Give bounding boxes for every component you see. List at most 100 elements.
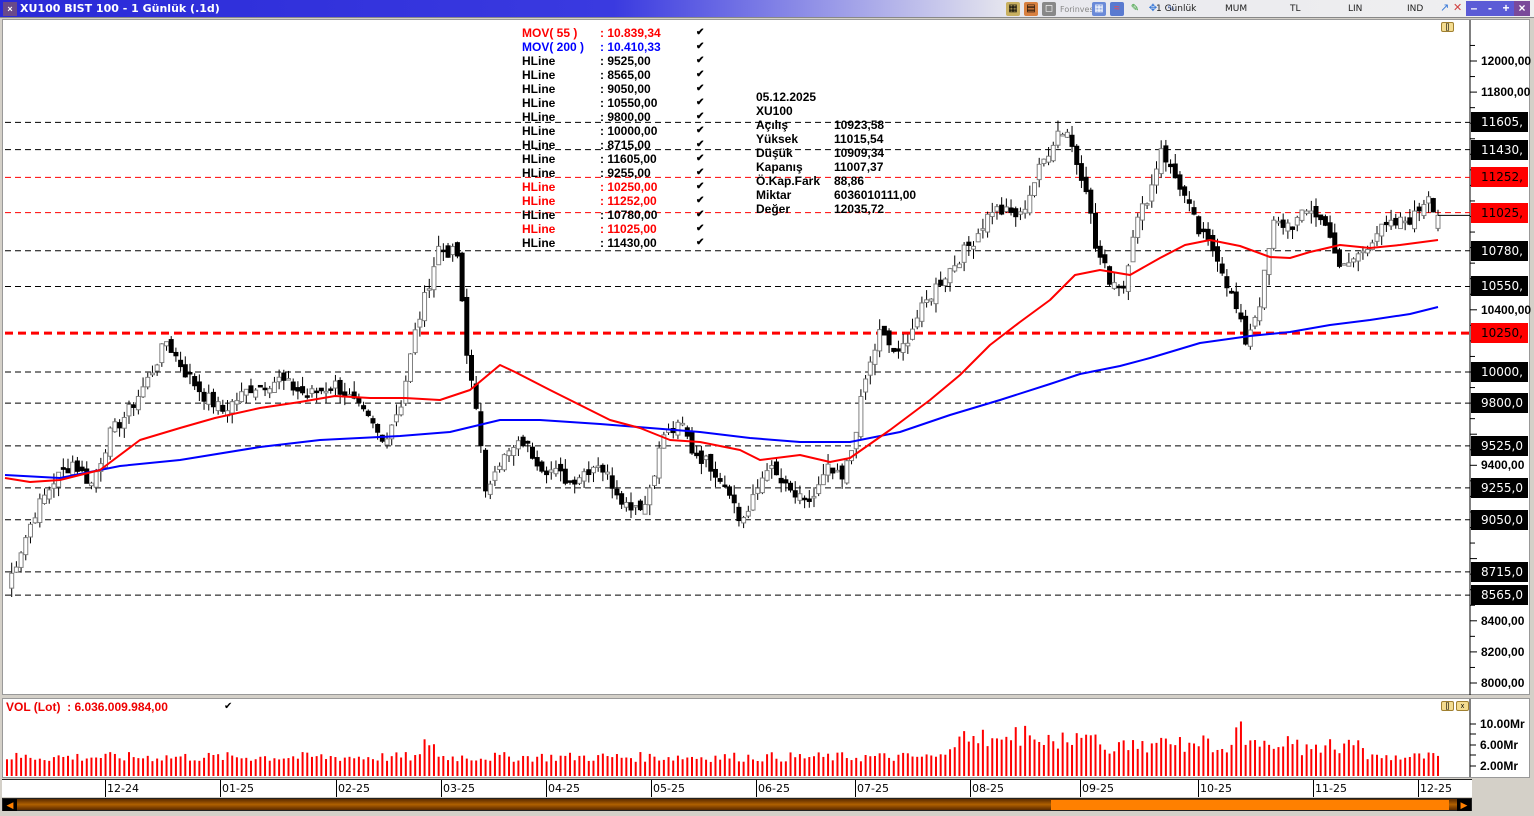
check-icon[interactable]: ✔: [696, 69, 705, 80]
legend-name: HLine: [522, 236, 556, 250]
info-label: Kapanış: [756, 160, 803, 174]
layout-icon[interactable]: ▦: [1006, 2, 1020, 16]
price-tick-label: 9400,00: [1481, 458, 1525, 473]
scroll-thumb[interactable]: [1051, 800, 1449, 810]
hline-price-tag: 9800,0: [1471, 393, 1528, 414]
check-icon[interactable]: ✔: [696, 181, 705, 192]
maximize-button[interactable]: +: [1498, 1, 1514, 16]
legend-value: : 10.410,33: [600, 40, 661, 54]
legend-value: : 10.839,34: [600, 26, 661, 40]
candle-info-box: 05.12.2025 XU100 Açılış 10923,58 Yüksek 110…: [756, 90, 916, 216]
legend-row: HLine: 10780,00 ✔: [522, 208, 708, 222]
date-tick-label: 12-25: [1418, 780, 1452, 797]
info-row: Yüksek 11015,54: [756, 132, 916, 146]
close-icon[interactable]: ×: [3, 2, 17, 16]
legend-name: HLine: [522, 152, 556, 166]
volume-close-button[interactable]: x: [1456, 701, 1469, 711]
check-icon[interactable]: ✔: [696, 111, 705, 122]
check-icon[interactable]: ✔: [696, 97, 705, 108]
hline-price-tag: 8565,0: [1471, 585, 1528, 606]
date-tick-label: 11-25: [1313, 780, 1347, 797]
forinvest-logo[interactable]: Forinvest: [1060, 4, 1097, 14]
close-window-button[interactable]: ×: [1514, 1, 1530, 16]
compare-chart-icon[interactable]: ≈: [1110, 2, 1124, 16]
minimize-all-button[interactable]: -: [1482, 1, 1498, 16]
date-tick-label: 04-25: [546, 780, 580, 797]
horizontal-scrollbar[interactable]: ◀ ▶: [2, 798, 1472, 811]
period-selector[interactable]: 1 Günlük: [1156, 4, 1197, 14]
date-tick-label: 07-25: [855, 780, 889, 797]
check-icon[interactable]: ✔: [696, 41, 705, 52]
panel-maximize-button[interactable]: []: [1441, 22, 1454, 32]
check-icon[interactable]: ✔: [696, 223, 705, 234]
hline-price-tag: 10550,: [1471, 276, 1528, 297]
date-axis: 12-24 01-25 02-25 03-25 04-25 05-25 06-25 07-25…: [2, 779, 1472, 797]
info-label: Değer: [756, 202, 791, 216]
info-date: 05.12.2025: [756, 90, 817, 104]
check-icon[interactable]: ✔: [696, 209, 705, 220]
legend-name: HLine: [522, 54, 556, 68]
date-tick-label: 06-25: [756, 780, 790, 797]
legend-value: : 11605,00: [600, 152, 657, 166]
currency-selector[interactable]: TL: [1290, 4, 1301, 14]
scale-selector[interactable]: LIN: [1348, 4, 1363, 14]
legend-name: HLine: [522, 138, 556, 152]
legend-value: : 10250,00: [600, 180, 658, 194]
info-label: Düşük: [756, 146, 793, 160]
legend-name: HLine: [522, 180, 556, 194]
info-row: Ö.Kap.Fark 88,86: [756, 174, 916, 188]
expand-arrow-icon[interactable]: ↗: [1440, 1, 1450, 14]
legend-name: HLine: [522, 68, 556, 82]
date-tick-label: 08-25: [970, 780, 1004, 797]
check-icon[interactable]: ✔: [696, 153, 705, 164]
scroll-left-arrow[interactable]: ◀: [3, 799, 17, 811]
volume-check-icon[interactable]: ✔: [224, 701, 233, 712]
chart-toolbar: ▦ ▤ ◻ Forinvest ▦ ≈ ✎ ✥ ∿: [1006, 1, 1182, 17]
check-icon[interactable]: ✔: [696, 195, 705, 206]
window-icon[interactable]: ◻: [1042, 2, 1056, 16]
price-tick-label: 11800,00: [1481, 85, 1531, 100]
volume-maximize-button[interactable]: []: [1441, 701, 1454, 711]
legend-name: HLine: [522, 96, 556, 110]
check-icon[interactable]: ✔: [696, 55, 705, 66]
legend-name: HLine: [522, 166, 556, 180]
minimize-button[interactable]: –: [1466, 1, 1482, 16]
info-value: 10923,58: [834, 118, 885, 132]
legend-value: : 9800,00: [600, 110, 651, 124]
info-value: 11007,37: [834, 160, 884, 174]
info-label: Ö.Kap.Fark: [756, 174, 821, 188]
move-icon[interactable]: ✥: [1148, 3, 1158, 14]
indicator-selector[interactable]: IND: [1407, 4, 1424, 14]
price-chart-panel[interactable]: [2, 19, 1530, 695]
legend-row: MOV( 200 ): 10.410,33 ✔: [522, 40, 708, 54]
legend-row: HLine : 10250,00 ✔: [522, 180, 708, 194]
legend-name: HLine: [522, 82, 556, 96]
date-tick-label: 01-25: [220, 780, 254, 797]
chart-type-selector[interactable]: MUM: [1225, 4, 1248, 14]
calculator-icon[interactable]: ▦: [1092, 2, 1106, 16]
pencil-draw-icon[interactable]: ✎: [1130, 3, 1140, 14]
check-icon[interactable]: ✔: [696, 139, 705, 150]
legend-row: HLine: 11252,00 ✔: [522, 194, 708, 208]
check-icon[interactable]: ✔: [696, 125, 705, 136]
scroll-right-arrow[interactable]: ▶: [1457, 799, 1471, 811]
indicator-wave-icon[interactable]: ∿: [1166, 3, 1176, 14]
legend-value: : 9050,00: [600, 82, 651, 96]
check-icon[interactable]: ✔: [696, 27, 705, 38]
hline-price-tag: 8715,0: [1471, 561, 1528, 582]
check-icon[interactable]: ✔: [696, 83, 705, 94]
legend-row: HLine : 11605,00 ✔: [522, 152, 708, 166]
legend-row: HLine: 8565,00 ✔: [522, 68, 708, 82]
date-tick-label: 12-24: [105, 780, 139, 797]
hline-price-tag: 11252,: [1471, 167, 1528, 188]
tools-icon[interactable]: ✕: [1453, 1, 1463, 14]
check-icon[interactable]: ✔: [696, 237, 705, 248]
portfolio-icon[interactable]: ▤: [1024, 2, 1038, 16]
volume-panel[interactable]: [2, 698, 1530, 778]
legend-row: HLine: 9800,00 ✔: [522, 110, 708, 124]
check-icon[interactable]: ✔: [696, 167, 705, 178]
volume-legend: VOL (Lot) : 6.036.009.984,00: [6, 700, 168, 714]
legend-value: : 10780,00: [600, 208, 658, 222]
legend-row: HLine: 9255,00 ✔: [522, 166, 708, 180]
info-row: Kapanış 11007,37: [756, 160, 916, 174]
